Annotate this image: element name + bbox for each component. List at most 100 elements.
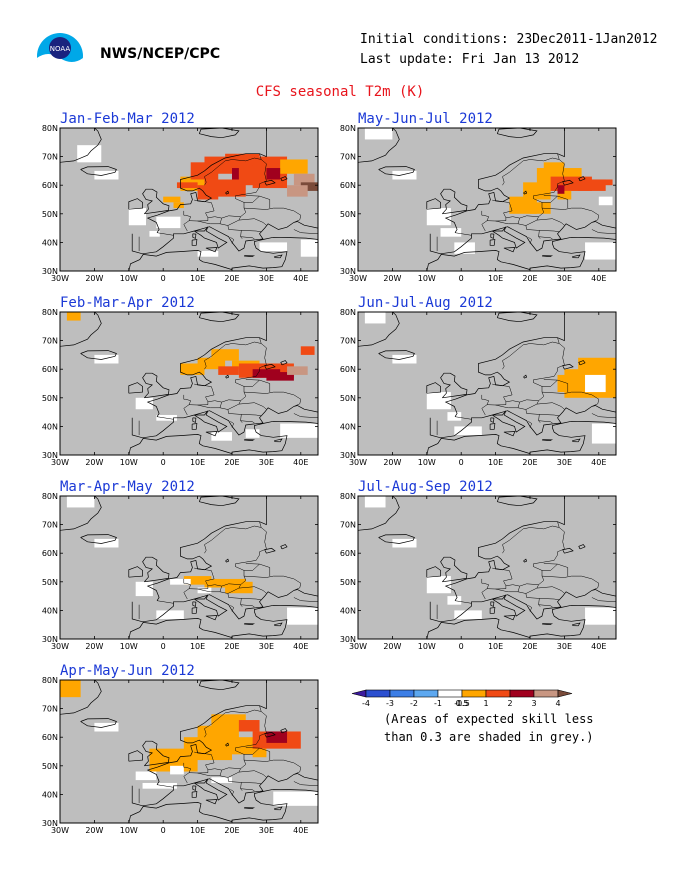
coastline <box>280 544 288 550</box>
lon-tick-label: 10W <box>418 274 436 283</box>
anomaly-cell <box>66 312 81 321</box>
country-border <box>204 527 233 554</box>
coastline <box>264 179 276 186</box>
coastline <box>128 566 143 578</box>
lon-tick-label: 10E <box>190 826 205 835</box>
legend-label: -2 <box>410 699 418 708</box>
coastline <box>358 128 400 163</box>
coastline <box>244 255 256 258</box>
country-border <box>557 521 565 555</box>
country-border <box>495 218 520 225</box>
panel-title-jja: Jun-Jul-Aug 2012 <box>358 295 493 311</box>
country-border <box>204 159 233 186</box>
anomaly-cell <box>591 179 613 186</box>
country-border <box>536 402 565 410</box>
anomaly-cell <box>300 346 315 355</box>
legend-swatch <box>533 689 559 698</box>
country-border <box>533 186 558 203</box>
country-border <box>529 341 560 346</box>
coastline <box>489 239 496 246</box>
country-border <box>543 379 558 381</box>
anomaly-cell <box>598 196 613 206</box>
legend-arrow-left <box>351 689 367 698</box>
country-border <box>533 554 558 571</box>
coastline <box>562 547 574 554</box>
anomaly-cell <box>135 771 157 781</box>
coastline <box>142 740 170 767</box>
country-border <box>183 762 186 768</box>
lon-tick-label: 10E <box>488 274 503 283</box>
lon-tick-label: 0 <box>161 458 166 467</box>
country-border <box>244 195 260 203</box>
coastline <box>198 312 240 323</box>
country-border <box>543 195 558 197</box>
lon-tick-label: 10W <box>120 458 138 467</box>
grey-skill-background <box>358 496 616 639</box>
country-border <box>503 386 513 402</box>
coastline <box>80 166 117 176</box>
coastline <box>192 785 197 791</box>
coastline <box>60 496 102 531</box>
anomaly-cell <box>454 242 475 254</box>
country-border <box>481 210 484 216</box>
country-border <box>502 527 531 554</box>
coastline <box>60 788 318 823</box>
anomaly-cell <box>530 202 551 214</box>
coastline <box>205 247 218 253</box>
anomaly-cell <box>211 349 239 361</box>
coastline <box>205 431 218 437</box>
country-border <box>529 525 560 530</box>
anomaly-cell <box>280 159 308 174</box>
coastline <box>426 198 441 210</box>
country-border <box>541 575 600 591</box>
country-border <box>194 567 212 571</box>
coastline <box>225 190 230 195</box>
coastline <box>60 680 102 715</box>
legend-label: 3 <box>531 699 536 708</box>
country-border <box>244 379 260 387</box>
lon-tick-label: 10W <box>120 274 138 283</box>
country-border <box>245 379 260 381</box>
lon-tick-label: 30E <box>259 274 274 283</box>
coastline <box>225 558 230 563</box>
lon-tick-label: 40E <box>293 274 308 283</box>
country-border <box>517 584 539 594</box>
coastline <box>198 680 240 691</box>
coastline <box>429 312 616 439</box>
lon-tick-label: 10W <box>120 642 138 651</box>
country-border <box>231 157 262 162</box>
lat-tick-label: 60N <box>42 365 58 374</box>
lon-tick-label: 30E <box>557 642 572 651</box>
country-border <box>243 759 302 775</box>
anomaly-cell <box>392 354 417 364</box>
country-border <box>557 563 569 577</box>
map-panel-mam: 30W 20W 10W 0 10E 20E 30E 40E 30N 40N 50N 60N 70N 80N <box>42 492 319 651</box>
country-border <box>502 159 531 186</box>
lat-tick-label: 60N <box>340 365 356 374</box>
coastline <box>542 623 554 626</box>
figure-title: CFS seasonal T2m (K) <box>255 84 425 100</box>
country-border <box>219 400 241 410</box>
country-border <box>241 782 262 785</box>
country-border <box>536 586 565 594</box>
anomaly-cell <box>180 363 205 375</box>
country-border <box>241 414 262 417</box>
lat-tick-label: 70N <box>42 337 58 346</box>
lat-tick-label: 50N <box>42 762 58 771</box>
anomaly-cell <box>197 357 226 370</box>
lat-tick-label: 70N <box>42 705 58 714</box>
country-border <box>231 709 262 714</box>
coastline <box>191 423 198 430</box>
lon-tick-label: 20E <box>224 642 239 651</box>
lat-tick-label: 80N <box>42 308 58 317</box>
coastline <box>280 176 288 182</box>
anomaly-cell <box>156 414 177 421</box>
country-border <box>525 225 541 239</box>
country-border <box>227 225 243 239</box>
country-border <box>454 232 472 236</box>
country-border <box>293 597 318 603</box>
country-border <box>541 207 600 223</box>
lon-tick-label: 30W <box>51 458 69 467</box>
map-panel-jja: 30W 20W 10W 0 10E 20E 30E 40E 30N 40N 50N 60N 70N 80N <box>340 308 617 467</box>
country-border <box>245 747 260 749</box>
